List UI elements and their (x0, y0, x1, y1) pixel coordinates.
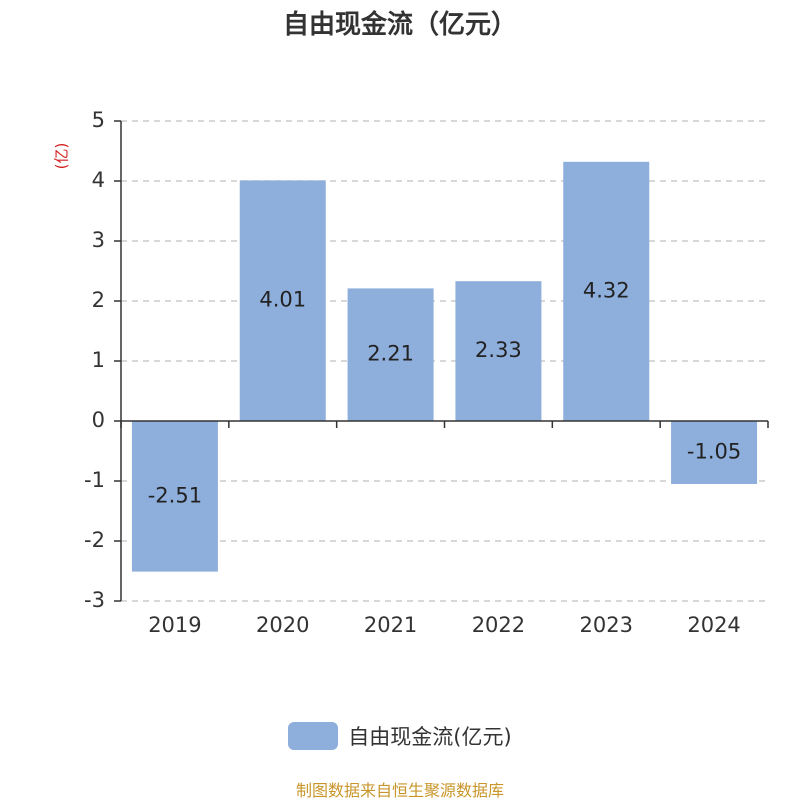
x-tick-label: 2021 (364, 613, 417, 637)
legend-label: 自由现金流(亿元) (348, 725, 512, 749)
bar-2024 (671, 421, 758, 484)
data-label: -2.51 (148, 483, 202, 507)
y-tick-label: -3 (84, 588, 105, 612)
y-tick-label: 4 (92, 168, 105, 192)
bar-chart: (亿) 5 4 3 2 1 0 -1 -2 -3 2019 2020 2021 2022 2023 2024… (53, 108, 769, 637)
data-label: 2.21 (367, 342, 414, 366)
data-label: -1.05 (687, 440, 741, 464)
legend-swatch (288, 722, 339, 750)
chart-title: 自由现金流（亿元） (282, 10, 517, 40)
x-tick-label: 2023 (580, 613, 633, 637)
y-tick-label: -2 (84, 528, 105, 552)
y-tick-label: -1 (84, 468, 105, 492)
source-note: 制图数据来自恒生聚源数据库 (295, 781, 504, 800)
x-tick-label: 2024 (687, 613, 740, 637)
x-tick-label: 2019 (148, 613, 201, 637)
data-label: 4.32 (583, 278, 630, 302)
y-tick-label: 1 (92, 348, 105, 372)
x-tick-label: 2020 (256, 613, 309, 637)
bar-2021 (347, 288, 434, 421)
gridlines (121, 120, 768, 602)
y-axis-label: (亿) (53, 143, 71, 170)
x-tick-label: 2022 (472, 613, 525, 637)
y-tick-label: 2 (92, 288, 105, 312)
legend: 自由现金流(亿元) (0, 719, 800, 753)
tick-labels: 5 4 3 2 1 0 -1 -2 -3 2019 2020 2021 2022 2023 2024 (84, 108, 741, 637)
bar-2020 (239, 180, 326, 421)
y-tick-label: 3 (92, 228, 105, 252)
axes (114, 120, 769, 602)
bar-2023 (563, 161, 650, 422)
y-tick-label: 5 (92, 108, 105, 132)
data-label: 4.01 (259, 288, 306, 312)
bars (131, 161, 758, 572)
data-labels: -2.51 4.01 2.21 2.33 4.32 -1.05 (148, 278, 742, 507)
bar-2019 (131, 421, 218, 572)
bar-2022 (455, 281, 542, 421)
data-label: 2.33 (475, 338, 522, 362)
y-tick-label: 0 (92, 408, 105, 432)
